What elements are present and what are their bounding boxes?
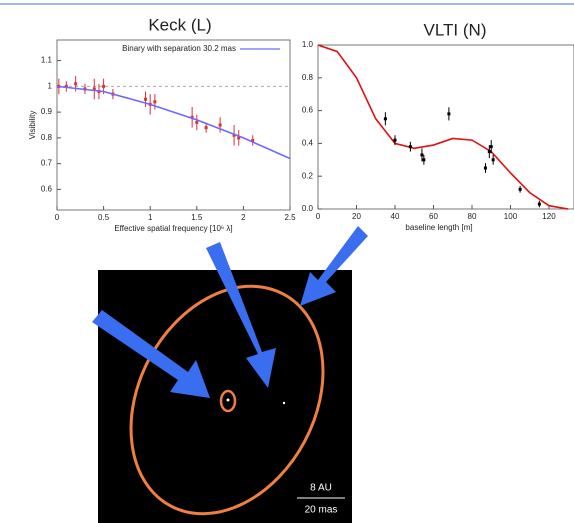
- legend-label: Binary with separation 30.2 mas: [122, 44, 236, 53]
- data-point: [447, 112, 451, 116]
- image-background: [98, 270, 352, 523]
- data-point: [251, 138, 255, 142]
- y-tick-label: 0.8: [41, 133, 53, 142]
- data-point: [383, 117, 387, 121]
- scale-label: 8 AU: [310, 483, 332, 494]
- x-tick-label: 0: [316, 212, 321, 221]
- plot-frame: [317, 44, 574, 210]
- data-point: [218, 123, 222, 127]
- y-tick-label: 0.2: [302, 171, 314, 180]
- chart-title: VLTI (N): [424, 20, 487, 39]
- data-point: [420, 153, 424, 157]
- data-point: [74, 82, 78, 86]
- x-axis-label: Effective spatial frequency [10⁶ λ]: [114, 224, 232, 233]
- y-axis-label: Visibility: [28, 111, 37, 140]
- model-line: [56, 85, 291, 160]
- chart-title: Keck (L): [148, 15, 211, 34]
- plot-frame: [56, 39, 291, 211]
- x-tick-label: 2.5: [284, 213, 296, 222]
- y-tick-label: 0.7: [41, 159, 53, 168]
- data-point: [483, 166, 487, 170]
- data-point: [491, 158, 495, 162]
- x-tick-label: 60: [429, 212, 438, 221]
- y-tick-label: 0.4: [302, 139, 314, 148]
- x-tick-label: 0: [55, 213, 60, 222]
- x-tick-label: 80: [468, 212, 477, 221]
- data-point: [92, 87, 96, 91]
- arrows: [92, 226, 368, 398]
- star: [226, 398, 230, 402]
- x-tick-label: 20: [352, 212, 361, 221]
- data-point: [195, 120, 199, 124]
- image-panel: 8 AU 20 mas: [98, 270, 352, 523]
- y-tick-label: 0.6: [41, 185, 53, 194]
- x-tick-label: 1.5: [191, 213, 203, 222]
- companion: [282, 401, 286, 405]
- data-point: [487, 150, 491, 154]
- y-tick-label: 1: [48, 81, 53, 90]
- y-tick-label: 1.1: [41, 56, 53, 65]
- arrow: [300, 226, 368, 306]
- x-tick-label: 2: [241, 213, 246, 222]
- y-tick-label: 0.6: [302, 106, 314, 115]
- model-line: [317, 44, 569, 210]
- data-point: [153, 100, 157, 104]
- data-point: [232, 133, 236, 137]
- data-point: [489, 145, 493, 149]
- arrow: [206, 242, 276, 388]
- y-tick-label: 0.0: [302, 204, 314, 213]
- scale-label: 20 mas: [305, 505, 338, 516]
- charts: Keck (L) 0.6 0.7 0.8 0.9 1 1.1 0 0.5 1 1.5 2 2.5 Effe…: [28, 15, 574, 233]
- data-point: [422, 158, 426, 162]
- x-tick-label: 40: [391, 212, 400, 221]
- data-point: [102, 84, 106, 88]
- x-tick-label: 120: [542, 212, 556, 221]
- data-point: [204, 126, 208, 130]
- inner-orbit: [219, 389, 237, 413]
- data-point: [537, 202, 541, 206]
- x-axis-label: baseline length [m]: [405, 223, 472, 232]
- data-point: [393, 138, 397, 142]
- data-point: [237, 136, 241, 140]
- data-point: [408, 145, 412, 149]
- data-point: [518, 187, 522, 191]
- x-tick-label: 100: [504, 212, 518, 221]
- data-point: [190, 115, 194, 119]
- data-point: [144, 97, 148, 101]
- x-tick-label: 0.5: [98, 213, 110, 222]
- data-point: [64, 84, 68, 88]
- y-tick-label: 0.9: [41, 107, 53, 116]
- x-tick-label: 1: [148, 213, 153, 222]
- y-tick-label: 1.0: [302, 40, 314, 49]
- arrow: [92, 310, 210, 398]
- y-tick-label: 0.8: [302, 73, 314, 82]
